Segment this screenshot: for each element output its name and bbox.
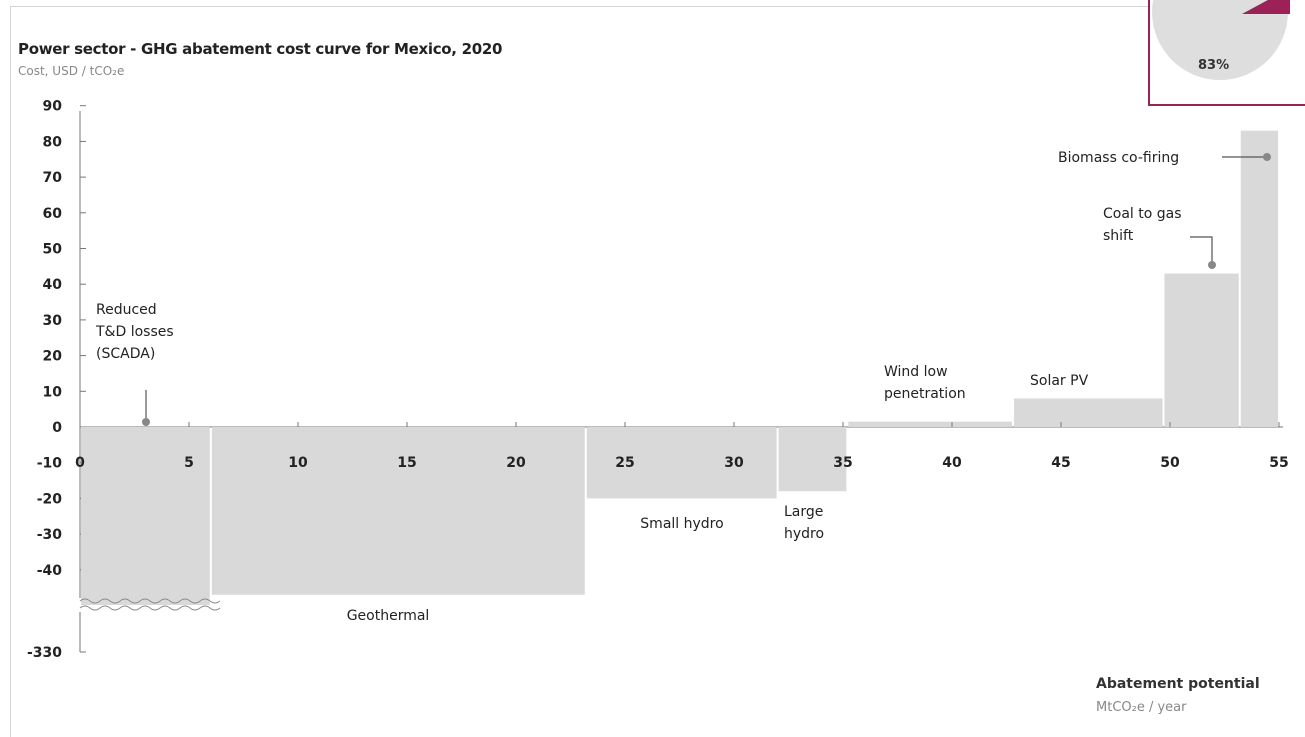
bar [1014, 398, 1163, 427]
x-tick-label: 55 [1269, 455, 1288, 471]
chart-frame [10, 6, 1305, 737]
share-value: 83% [1198, 58, 1230, 73]
x-tick-label: 0 [75, 455, 85, 471]
x-tick-label: 35 [833, 455, 852, 471]
bar-annotation: Reduced [96, 302, 157, 318]
bar-annotation: Small hydro [640, 516, 723, 532]
bar-annotation: Solar PV [1030, 373, 1089, 389]
bar [1164, 273, 1239, 427]
leader-line [1190, 236, 1213, 265]
y-tick-label: 30 [43, 313, 63, 329]
x-tick-label: 50 [1160, 455, 1180, 471]
y-tick-label: -330 [27, 645, 62, 661]
y-tick-label: 60 [43, 206, 63, 222]
x-tick-label: 5 [184, 455, 194, 471]
bar [586, 427, 777, 499]
y-tick-label: -10 [37, 456, 63, 472]
bar-annotation: (SCADA) [96, 346, 155, 362]
y-tick-label: -40 [37, 563, 63, 579]
y-tick-label: 50 [43, 242, 63, 258]
y-tick-label: 70 [43, 170, 63, 186]
leader-dot [1208, 261, 1216, 269]
x-tick-label: 15 [397, 455, 416, 471]
bar-annotation: T&D losses [95, 324, 174, 340]
bar-annotation: shift [1103, 228, 1134, 244]
x-tick-label: 10 [288, 455, 308, 471]
y-tick-label: 80 [43, 134, 63, 150]
x-axis-unit: MtCO₂e / year [1096, 700, 1187, 715]
x-tick-label: 45 [1051, 455, 1070, 471]
bar [778, 427, 847, 492]
bar [81, 427, 210, 605]
x-tick-label: 30 [724, 455, 744, 471]
bar [848, 421, 1013, 427]
x-tick-label: 25 [615, 455, 634, 471]
bar [211, 427, 585, 595]
bar-annotation: Geothermal [347, 608, 430, 624]
y-tick-label: 40 [43, 277, 63, 293]
bar-annotation: Biomass co-firing [1058, 150, 1179, 166]
y-tick-label: 10 [43, 384, 63, 400]
share-callout: 83% [1148, 0, 1305, 106]
y-tick-label: 0 [52, 420, 62, 436]
axis-break-mark [79, 598, 221, 611]
bar-annotation: hydro [784, 526, 824, 542]
pie-icon [1152, 0, 1290, 80]
y-tick-label: -30 [37, 527, 63, 543]
x-tick-label: 40 [942, 455, 962, 471]
bar-annotation: Large [784, 504, 823, 520]
x-tick-label: 20 [506, 455, 526, 471]
y-tick-label: -20 [37, 491, 63, 507]
y-axis-label: Cost, USD / tCO₂e [18, 64, 125, 78]
x-axis-label: Abatement potential [1096, 676, 1260, 692]
leader-dot [1263, 153, 1271, 161]
bar [1240, 130, 1278, 427]
y-tick-label: 90 [43, 99, 63, 115]
bar-annotation: Coal to gas [1103, 206, 1182, 222]
bar-annotation: Wind low [884, 364, 948, 380]
leader-dot [142, 418, 150, 426]
y-tick-label: 20 [43, 349, 63, 365]
chart-title: Power sector - GHG abatement cost curve … [18, 40, 503, 58]
bar-annotation: penetration [884, 386, 966, 402]
